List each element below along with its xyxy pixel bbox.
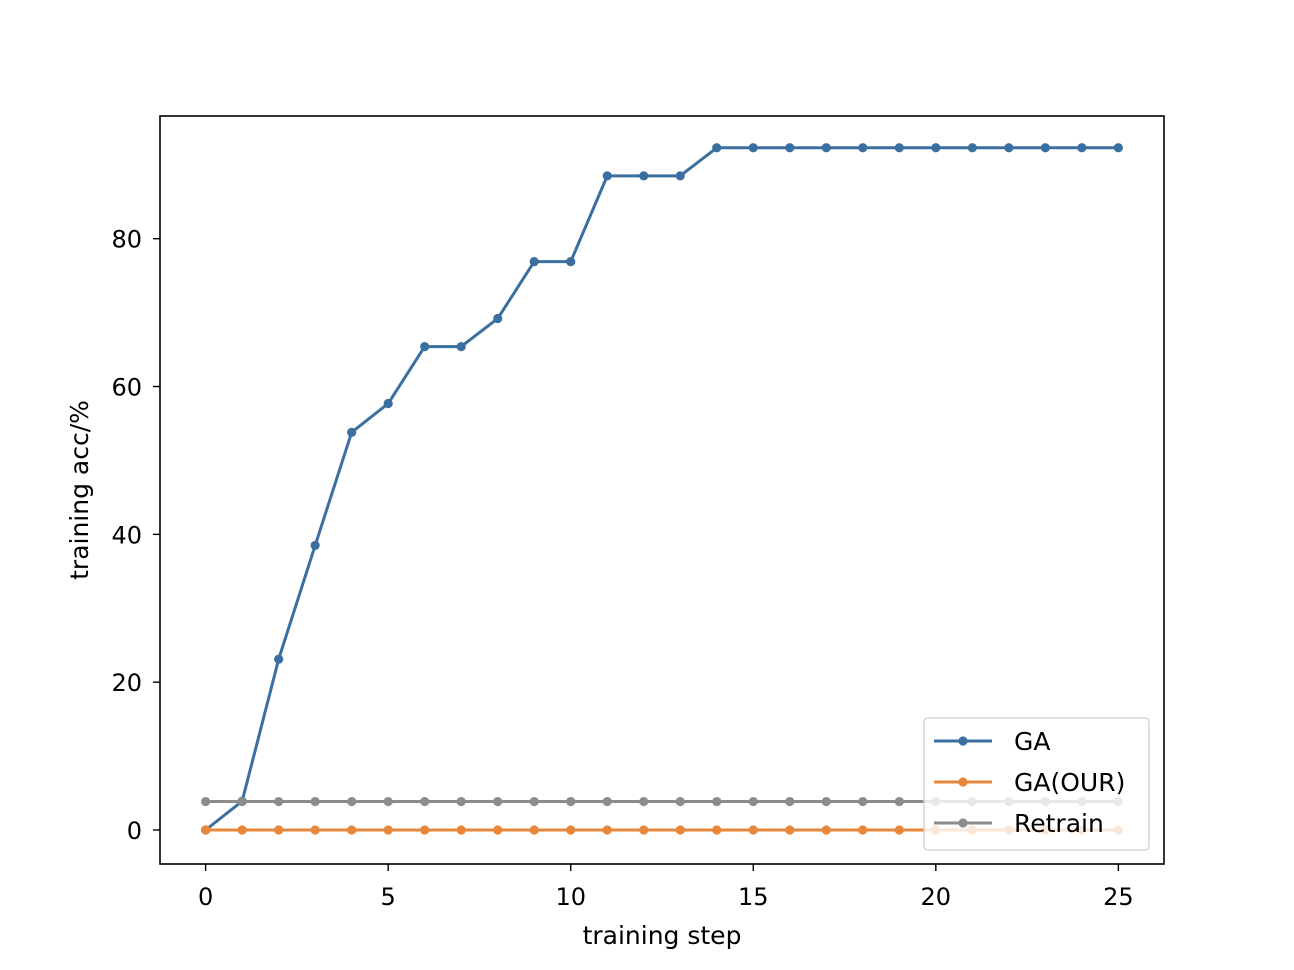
- data-point: [493, 796, 503, 807]
- data-point: [967, 143, 977, 153]
- data-point: [274, 825, 284, 835]
- data-point: [712, 796, 722, 807]
- legend-entry-ga-our: GA(OUR): [934, 768, 1125, 797]
- x-tick-label: 5: [381, 883, 396, 911]
- data-point: [748, 143, 758, 153]
- data-point: [566, 796, 576, 807]
- data-point: [639, 171, 649, 181]
- x-tick-label: 20: [921, 883, 952, 911]
- legend-label: Retrain: [1014, 809, 1104, 838]
- data-point: [1077, 143, 1087, 153]
- data-point: [894, 825, 904, 835]
- series-layer: [201, 143, 1123, 835]
- plot-frame: [159, 115, 1165, 865]
- data-point: [785, 796, 795, 807]
- data-point: [785, 825, 795, 835]
- y-tick-label: 20: [111, 669, 142, 697]
- data-point: [456, 825, 466, 835]
- data-point: [785, 143, 795, 153]
- legend-box: [923, 717, 1150, 851]
- data-point: [639, 825, 649, 835]
- data-point: [858, 143, 868, 153]
- legend-swatch-marker: [958, 777, 968, 787]
- data-point: [858, 796, 868, 807]
- legend-swatch-marker: [958, 736, 968, 746]
- data-point: [931, 143, 941, 153]
- series-line: [204, 146, 1119, 832]
- data-point: [748, 825, 758, 835]
- data-point: [602, 796, 612, 807]
- data-point: [420, 796, 430, 807]
- x-tick-label: 0: [198, 883, 213, 911]
- legend-entry-retrain: Retrain: [934, 809, 1104, 838]
- data-point: [383, 796, 393, 807]
- data-point: [821, 143, 831, 153]
- data-point: [493, 313, 503, 324]
- data-point: [237, 825, 247, 835]
- data-point: [894, 143, 904, 153]
- x-axis-label: training step: [583, 921, 742, 950]
- data-point: [201, 796, 211, 807]
- data-point: [712, 143, 722, 153]
- data-point: [1004, 143, 1014, 153]
- data-point: [894, 796, 904, 807]
- data-point: [1040, 143, 1050, 153]
- data-point: [493, 825, 503, 835]
- data-point: [420, 342, 430, 352]
- legend: GA GA(OUR) Retrain: [923, 717, 1150, 851]
- x-tick-label: 25: [1103, 883, 1134, 911]
- data-point: [310, 796, 320, 807]
- y-axis: 0 20 40 60 80: [111, 226, 160, 845]
- data-point: [748, 796, 758, 807]
- data-point: [529, 257, 539, 267]
- data-point: [712, 825, 722, 835]
- data-point: [529, 796, 539, 807]
- x-tick-label: 15: [738, 883, 769, 911]
- x-axis: 0 5 10 15 20 25: [198, 864, 1134, 911]
- legend-entry-ga: GA: [934, 727, 1050, 756]
- data-point: [1113, 143, 1123, 153]
- data-point: [274, 796, 284, 807]
- data-point: [821, 825, 831, 835]
- y-tick-label: 0: [127, 817, 142, 845]
- y-axis-label: training acc/%: [65, 400, 94, 580]
- data-point: [566, 257, 576, 267]
- data-point: [347, 427, 357, 437]
- y-tick-label: 40: [111, 521, 142, 549]
- data-point: [420, 825, 430, 835]
- data-point: [201, 825, 211, 835]
- legend-label: GA(OUR): [1014, 768, 1125, 797]
- data-point: [821, 796, 831, 807]
- legend-swatch-marker: [958, 818, 968, 828]
- data-point: [274, 654, 284, 664]
- data-point: [237, 796, 247, 807]
- data-point: [347, 825, 357, 835]
- data-point: [858, 825, 868, 835]
- data-point: [675, 796, 685, 807]
- data-point: [383, 398, 393, 409]
- y-tick-label: 60: [111, 374, 142, 402]
- y-tick-label: 80: [111, 226, 142, 254]
- data-point: [566, 825, 576, 835]
- data-point: [602, 825, 612, 835]
- data-point: [675, 825, 685, 835]
- data-point: [310, 540, 320, 551]
- data-point: [456, 796, 466, 807]
- data-point: [347, 796, 357, 807]
- x-tick-label: 10: [555, 883, 586, 911]
- data-point: [383, 825, 393, 835]
- legend-label: GA: [1014, 727, 1050, 756]
- data-point: [675, 171, 685, 181]
- data-point: [310, 825, 320, 835]
- data-point: [639, 796, 649, 807]
- data-point: [456, 342, 466, 352]
- data-point: [602, 171, 612, 181]
- data-point: [529, 825, 539, 835]
